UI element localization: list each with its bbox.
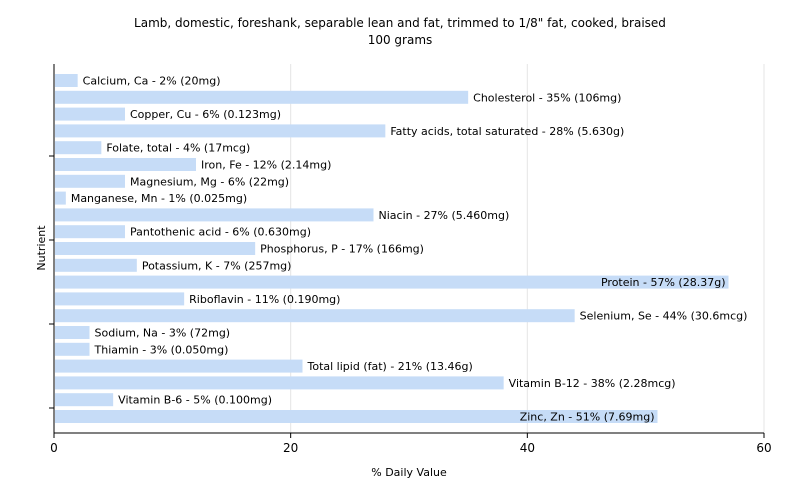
chart-title: Lamb, domestic, foreshank, separable lea…	[134, 16, 666, 30]
bar	[55, 242, 256, 255]
bar-label: Potassium, K - 7% (257mg)	[142, 259, 292, 272]
bar	[55, 158, 196, 171]
bar	[55, 342, 90, 356]
axes	[49, 64, 764, 434]
x-axis-label: % Daily Value	[371, 466, 447, 479]
x-ticks: 0 20 40 60	[50, 433, 772, 455]
bar-label: Total lipid (fat) - 21% (13.46g)	[307, 360, 473, 373]
bar-label: Sodium, Na - 3% (72mg)	[95, 327, 231, 340]
bar-label: Iron, Fe - 12% (2.14mg)	[201, 159, 331, 172]
bar-label: Vitamin B-6 - 5% (0.100mg)	[118, 394, 272, 407]
bar	[55, 258, 137, 272]
bar	[55, 359, 303, 373]
chart-subtitle: 100 grams	[368, 33, 433, 47]
bar	[55, 208, 374, 222]
bar	[55, 191, 66, 205]
bar	[55, 107, 125, 121]
bar	[55, 90, 469, 104]
bar	[55, 124, 386, 138]
bar-label: Thiamin - 3% (0.050mg)	[94, 343, 229, 356]
bar-label: Calcium, Ca - 2% (20mg)	[83, 75, 221, 88]
bar-label: Copper, Cu - 6% (0.123mg)	[130, 108, 281, 121]
bars: Calcium, Ca - 2% (20mg) Cholesterol - 35%…	[55, 74, 747, 424]
bar-label: Vitamin B-12 - 38% (2.28mcg)	[509, 377, 676, 390]
bar	[55, 410, 658, 423]
bar	[55, 141, 102, 155]
x-tick-label: 20	[283, 441, 298, 455]
y-axis-label: Nutrient	[35, 225, 48, 271]
bar-label: Riboflavin - 11% (0.190mg)	[189, 293, 340, 306]
bar-label: Manganese, Mn - 1% (0.025mg)	[71, 192, 247, 205]
bar-label: Pantothenic acid - 6% (0.630mg)	[130, 226, 311, 239]
bar	[55, 292, 185, 306]
bar	[55, 309, 575, 323]
bar-label: Magnesium, Mg - 6% (22mg)	[130, 175, 289, 188]
x-tick-label: 60	[756, 441, 771, 455]
x-tick-label: 0	[50, 441, 58, 455]
bar	[55, 376, 504, 390]
bar	[55, 275, 729, 289]
bar	[55, 225, 125, 239]
x-tick-label: 40	[520, 441, 535, 455]
bar-label: Zinc, Zn - 51% (7.69mg)	[520, 411, 655, 424]
bar-label: Niacin - 27% (5.460mg)	[379, 209, 510, 222]
bar-label: Fatty acids, total saturated - 28% (5.63…	[390, 125, 624, 138]
bar	[55, 74, 78, 87]
bar-label: Phosphorus, P - 17% (166mg)	[260, 243, 424, 256]
bar-label: Protein - 57% (28.37g)	[601, 276, 726, 289]
bar	[55, 393, 114, 407]
bar-label: Folate, total - 4% (17mcg)	[106, 142, 250, 155]
bar	[55, 174, 125, 188]
bar	[55, 326, 90, 339]
bar-label: Cholesterol - 35% (106mg)	[473, 91, 621, 104]
bar-label: Selenium, Se - 44% (30.6mcg)	[580, 310, 748, 323]
